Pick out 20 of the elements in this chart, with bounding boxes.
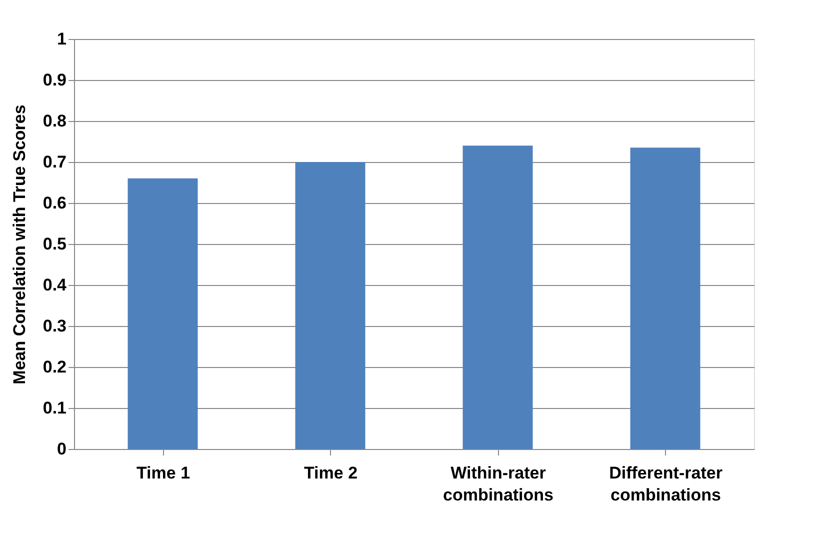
y-tick-label: 1 xyxy=(57,30,66,48)
y-tick-label: 0.4 xyxy=(42,276,68,294)
bar xyxy=(295,162,366,449)
y-tick-label: 0.8 xyxy=(42,112,66,130)
y-tick-label: 0.7 xyxy=(42,152,66,172)
bar xyxy=(462,146,533,449)
y-tick-label: 0.2 xyxy=(42,358,66,376)
y-tick-label: 0.6 xyxy=(42,194,66,212)
bar xyxy=(128,178,198,449)
y-tick-label: 0.5 xyxy=(42,234,66,254)
y-axis-title: Mean Correlation with True Scores xyxy=(10,104,29,384)
bar xyxy=(630,148,700,449)
y-tick-label: 0.9 xyxy=(42,70,66,90)
x-tick-label: Time 2 xyxy=(304,464,358,482)
y-tick-label: 0.3 xyxy=(42,316,66,336)
x-tick-label: Different-rater combinations xyxy=(609,464,723,504)
y-tick-label: 0.1 xyxy=(42,398,66,418)
x-tick-label: Time 1 xyxy=(136,464,190,482)
y-tick-label: 0 xyxy=(57,440,66,458)
x-tick-label: Within-rater combinations xyxy=(442,464,554,504)
